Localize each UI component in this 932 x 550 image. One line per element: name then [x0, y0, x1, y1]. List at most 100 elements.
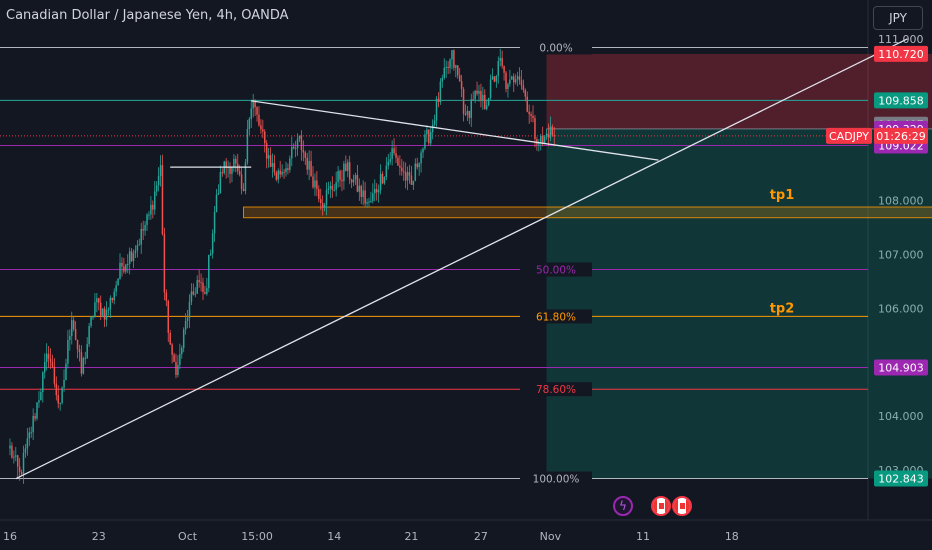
- candle-body: [219, 172, 222, 194]
- candle-body: [501, 57, 503, 67]
- candle-body: [140, 228, 142, 245]
- candle-body: [250, 108, 252, 119]
- candle-body: [377, 190, 380, 193]
- candle-body: [11, 445, 13, 458]
- candle-body: [30, 432, 32, 434]
- candle-body: [269, 155, 272, 167]
- canada-flag-icon[interactable]: [651, 496, 671, 516]
- time-axis-label: 14: [327, 530, 341, 543]
- candle-body: [540, 135, 542, 144]
- candle-body: [302, 150, 305, 153]
- candle-body: [204, 292, 206, 294]
- candle-body: [368, 201, 370, 203]
- candle-body: [267, 155, 270, 159]
- candle-body: [534, 118, 536, 140]
- candle-body: [82, 358, 85, 374]
- candle-body: [235, 158, 237, 164]
- candle-body: [468, 111, 471, 118]
- candle-body: [524, 89, 527, 97]
- candle-body: [316, 180, 318, 190]
- fib-0-label-bg: [520, 40, 592, 55]
- canada-flag-icon-2[interactable]: [672, 496, 692, 516]
- candle-body: [428, 129, 430, 144]
- lightning-event-icon[interactable]: ϟ: [613, 496, 633, 516]
- candle-body: [206, 288, 208, 294]
- candle-body: [397, 157, 399, 166]
- candle-body: [169, 332, 171, 345]
- candle-body: [123, 266, 125, 272]
- candle-body: [213, 212, 216, 234]
- candle-body: [265, 143, 268, 159]
- candle-body: [24, 448, 27, 453]
- price-axis-label: 104.000: [878, 410, 924, 423]
- candle-body: [402, 171, 405, 173]
- symbol-tag-text: CADJPY: [829, 130, 869, 143]
- candle-body: [312, 176, 314, 188]
- candle-body: [445, 66, 447, 68]
- candle-body: [65, 363, 67, 380]
- candle-body: [107, 309, 110, 311]
- candle-body: [275, 172, 278, 180]
- candle-body: [391, 148, 393, 160]
- candle-body: [258, 114, 260, 126]
- candle-body: [476, 90, 478, 94]
- candle-body: [520, 80, 523, 86]
- candle-body: [389, 159, 391, 162]
- candle-body: [194, 293, 197, 295]
- candle-body: [333, 189, 335, 191]
- candle-body: [493, 76, 496, 82]
- candle-body: [184, 321, 187, 330]
- candle-body: [310, 160, 312, 177]
- candle-body: [553, 135, 556, 137]
- candle-body: [142, 228, 144, 231]
- candle-body: [233, 158, 235, 168]
- candle-body: [439, 81, 442, 102]
- candle-body: [246, 129, 249, 163]
- candle-body: [470, 99, 473, 118]
- candle-body: [49, 358, 52, 362]
- candle-body: [331, 185, 334, 190]
- candle-body: [408, 172, 411, 176]
- tag-110720: [874, 45, 928, 62]
- candle-body: [96, 298, 98, 303]
- candle-body: [51, 361, 54, 367]
- candle-body: [171, 344, 173, 355]
- candle-body: [323, 204, 326, 208]
- candle-body: [462, 88, 465, 115]
- candle-body: [208, 254, 210, 289]
- candle-body: [347, 162, 349, 171]
- candle-body: [509, 79, 511, 84]
- candle-body: [209, 253, 212, 255]
- candle-body: [161, 165, 164, 235]
- candle-body: [364, 190, 366, 204]
- candle-body: [260, 125, 262, 130]
- candle-body: [374, 188, 376, 194]
- time-axis-label: 15:00: [241, 530, 273, 543]
- chart-title: Canadian Dollar / Japanese Yen, 4h, OAND…: [6, 8, 289, 23]
- candle-body: [16, 455, 19, 467]
- time-axis-label: 23: [92, 530, 106, 543]
- candle-body: [298, 135, 301, 139]
- candle-body: [117, 278, 119, 286]
- currency-button[interactable]: JPY: [873, 6, 923, 30]
- candle-body: [507, 83, 509, 89]
- candle-body: [314, 180, 316, 188]
- fib-0-label: 0.00%: [539, 42, 572, 54]
- candle-body: [43, 361, 46, 373]
- candle-body: [372, 193, 374, 201]
- candle-body: [256, 107, 258, 115]
- candle-body: [198, 280, 200, 283]
- candle-body: [281, 171, 283, 175]
- candle-body: [113, 291, 115, 301]
- candle-body: [94, 302, 96, 317]
- candle-body: [485, 105, 488, 110]
- candle-body: [144, 224, 146, 231]
- candle-body: [109, 297, 112, 310]
- candle-body: [516, 76, 519, 80]
- candle-body: [375, 188, 378, 193]
- candle-body: [420, 152, 422, 164]
- candle-body: [67, 340, 69, 364]
- fib-786-label-bg: [520, 382, 592, 397]
- price-axis-label: 106.000: [878, 302, 924, 315]
